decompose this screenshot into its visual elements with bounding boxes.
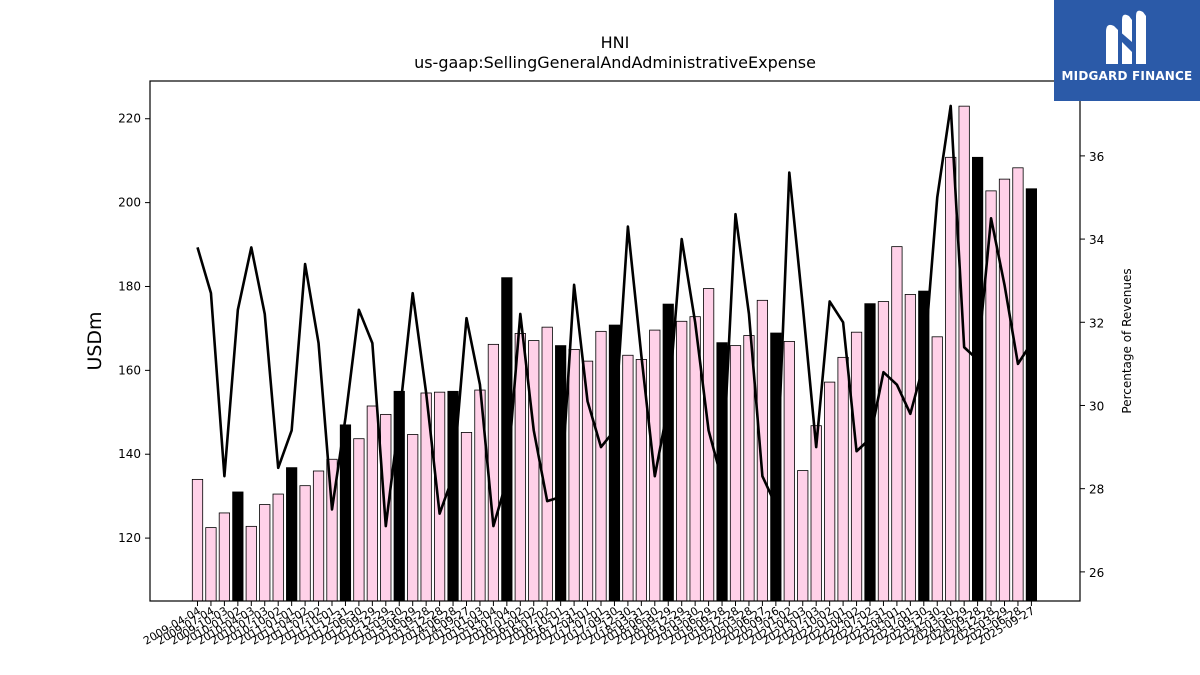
- bar-25: [528, 340, 540, 602]
- bar-62: [1025, 188, 1037, 602]
- bar-43: [770, 332, 782, 602]
- y-tick-label: 120: [118, 531, 141, 545]
- bar-54: [918, 290, 930, 602]
- y-tick-label: 180: [118, 279, 141, 293]
- y2-tick-label: 34: [1089, 233, 1104, 247]
- x-axis: 2009-04-042009-07-042009-10-032010-01-02…: [141, 601, 1037, 648]
- y-tick-label: 160: [118, 363, 141, 377]
- y-tick-label: 140: [118, 447, 141, 461]
- bar-49: [850, 331, 863, 602]
- bar-2: [218, 512, 230, 602]
- bar-14: [380, 413, 392, 602]
- chart-subtitle: us-gaap:SellingGeneralAndAdministrativeE…: [414, 53, 816, 72]
- bar-50: [864, 303, 876, 602]
- bar-32: [622, 354, 634, 602]
- bar-56: [945, 156, 957, 602]
- y2-tick-label: 30: [1089, 399, 1104, 413]
- plot-frame: [149, 80, 1081, 602]
- y2-tick-label: 36: [1089, 150, 1104, 164]
- y2-tick-label: 28: [1089, 483, 1104, 497]
- y-axis-left: 120 140 160 180 200 220: [118, 112, 150, 545]
- bar-13: [366, 405, 378, 602]
- bar-61: [1012, 167, 1024, 602]
- bar-42: [756, 299, 769, 602]
- bar-60: [998, 178, 1011, 602]
- bar-53: [904, 294, 916, 602]
- bar-22: [487, 343, 500, 602]
- bar-0: [191, 478, 204, 602]
- chart-title: HNI: [601, 33, 630, 52]
- bar-12: [353, 438, 365, 602]
- bar-series: [191, 105, 1037, 602]
- bar-45: [797, 470, 809, 602]
- bar-36: [676, 320, 688, 602]
- bar-44: [783, 341, 795, 602]
- y-tick-label: 200: [118, 196, 141, 210]
- midgard-m-icon: [1106, 10, 1146, 65]
- bar-48: [837, 356, 849, 602]
- bar-9: [312, 470, 325, 602]
- bar-3: [232, 491, 244, 602]
- bar-52: [891, 246, 903, 602]
- bar-30: [595, 330, 607, 602]
- bar-57: [958, 105, 970, 602]
- bar-27: [555, 345, 567, 602]
- y2-tick-label: 26: [1089, 566, 1104, 580]
- bar-46: [810, 425, 822, 602]
- bar-18: [433, 391, 446, 602]
- y-axis-label: USDm: [84, 311, 106, 370]
- logo-text: MIDGARD FINANCE: [1061, 69, 1193, 83]
- bar-1: [205, 527, 217, 602]
- bar-4: [245, 525, 257, 602]
- y-tick-label: 220: [118, 112, 141, 126]
- logo-badge: MIDGARD FINANCE: [1054, 0, 1200, 101]
- bar-47: [824, 381, 836, 602]
- bar-58: [972, 156, 984, 602]
- bar-55: [931, 336, 943, 602]
- y-axis-right: 26 28 30 32 34 36: [1080, 150, 1104, 580]
- y2-tick-label: 32: [1089, 316, 1104, 330]
- bar-5: [259, 504, 271, 602]
- bar-51: [877, 301, 890, 602]
- bar-6: [272, 493, 284, 602]
- bar-40: [729, 345, 742, 602]
- y2-axis-label: Percentage of Revenues: [1120, 268, 1134, 413]
- bar-26: [541, 326, 553, 602]
- bar-41: [743, 335, 755, 602]
- bar-16: [407, 434, 419, 602]
- bar-28: [568, 348, 580, 602]
- bar-20: [460, 432, 473, 602]
- bar-8: [299, 485, 311, 602]
- bar-7: [286, 467, 298, 602]
- percentage-line: [196, 104, 1033, 528]
